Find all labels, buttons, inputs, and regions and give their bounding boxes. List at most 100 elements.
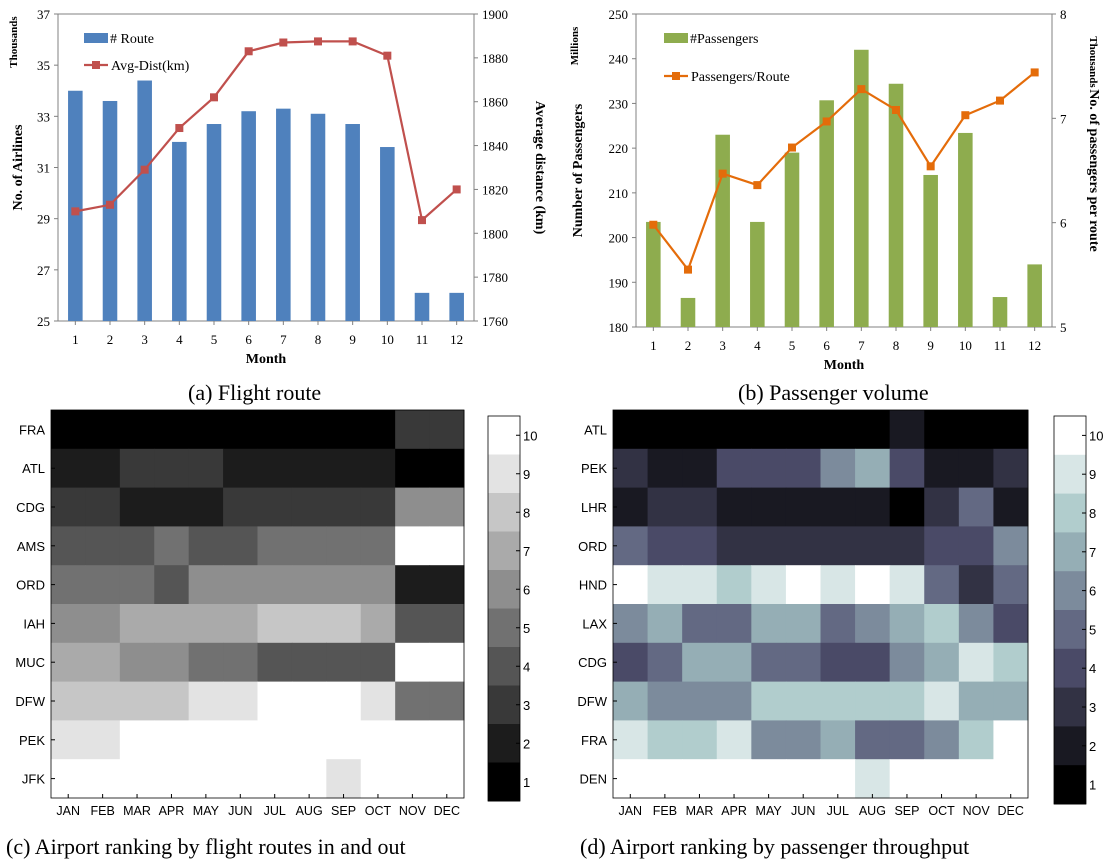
d-heat-cell	[785, 410, 821, 450]
b-y2tick-label: 6	[1060, 216, 1067, 231]
b-y2tick-label: 5	[1060, 320, 1067, 335]
d-heat-cell	[682, 448, 718, 489]
c-heat-cell	[188, 448, 224, 489]
d-heat-cell	[993, 487, 1029, 527]
a-xtick-label: 4	[176, 332, 183, 347]
c-heat-cell	[395, 487, 431, 527]
d-colorbar-label: 4	[1089, 661, 1096, 676]
d-col-label: MAR	[686, 804, 714, 818]
d-heat-cell	[751, 565, 787, 605]
d-heat-cell	[751, 681, 787, 721]
d-heat-cell	[958, 681, 994, 721]
a-xtick-label: 8	[315, 332, 322, 347]
d-heat-cell	[958, 642, 994, 683]
d-heat-cell	[993, 720, 1029, 760]
d-heat-cell	[647, 720, 683, 760]
d-row-label: CDG	[578, 655, 607, 670]
c-heat-cell	[51, 642, 86, 683]
c-heat-cell	[326, 565, 362, 605]
d-col-label: JAN	[618, 804, 642, 818]
d-col-label: JUN	[791, 804, 815, 818]
d-heat-cell	[855, 642, 891, 683]
c-heat-cell	[85, 410, 121, 450]
b-xtick-label: 4	[754, 338, 761, 353]
c-heat-cell	[360, 487, 396, 527]
d-heat-cell	[889, 448, 925, 489]
a-bar	[241, 111, 256, 321]
d-heat-cell	[958, 604, 994, 644]
a-line	[75, 40, 458, 223]
c-heat-cell	[51, 604, 86, 644]
caption-d: (d) Airport ranking by passenger through…	[580, 834, 970, 859]
d-row-label: FRA	[581, 733, 607, 748]
b-legend-line-label: Passengers/Route	[691, 70, 790, 85]
c-row-label: JFK	[22, 772, 45, 787]
d-heat-cell	[647, 448, 683, 489]
d-heat-cell	[820, 642, 856, 683]
d-heat-cell	[993, 410, 1029, 450]
c-colorbar-label: 10	[523, 428, 537, 443]
b-line-point	[822, 117, 831, 126]
d-heat-cell	[924, 487, 960, 527]
b-ytick-label: 210	[609, 186, 629, 201]
d-heat-cell	[716, 448, 752, 489]
c-heat-cell	[223, 448, 258, 489]
d-heat-cell	[682, 487, 718, 527]
b-ytick-label: 180	[609, 320, 629, 335]
c-heat-cell	[154, 410, 190, 450]
a-line-point	[140, 165, 149, 174]
c-heat-cell	[85, 526, 121, 566]
d-heat-cell	[889, 410, 925, 450]
a-line-point	[279, 38, 288, 47]
c-heat-cell	[51, 526, 86, 566]
c-heat-cell	[154, 720, 190, 760]
c-colorbar-label: 8	[523, 505, 530, 520]
d-heat-cell	[716, 604, 752, 644]
c-colorbar-segment	[488, 762, 520, 802]
d-col-label: APR	[721, 804, 747, 818]
d-heat-cell	[716, 487, 752, 527]
d-colorbar-segment	[1054, 726, 1086, 766]
heatmap-c-flight-routes: FRA ATL CDG AMS ORD IAH MUC DFW PEK JFK JAN FEB MAR A…	[15, 409, 537, 818]
b-legend-bar-swatch	[664, 33, 688, 43]
c-heat-cell	[188, 759, 224, 799]
c-heat-cell	[188, 642, 224, 683]
a-xlabel: Month	[246, 352, 287, 367]
a-y2tick-label: 1860	[482, 95, 508, 110]
b-line-point	[718, 169, 727, 178]
c-colorbar-segment	[488, 685, 520, 725]
c-heat-cell	[154, 526, 190, 566]
b-line-point	[892, 105, 900, 114]
c-heat-cell	[395, 565, 431, 605]
c-colorbar-label: 7	[523, 544, 530, 559]
c-heat-cell	[360, 681, 396, 721]
d-heat-cell	[855, 604, 891, 644]
d-colorbar-segment	[1054, 493, 1086, 533]
b-ytick-label: 200	[609, 231, 629, 246]
c-colorbar-label: 6	[523, 582, 530, 597]
d-heat-cell	[889, 642, 925, 683]
d-heat-cell	[855, 487, 891, 527]
d-col-label: JUL	[827, 804, 849, 818]
b-xtick-label: 11	[994, 338, 1007, 353]
d-colorbar-segment	[1054, 648, 1086, 689]
c-heat-cell	[429, 410, 465, 450]
d-heat-cell	[613, 720, 649, 760]
a-ylabel: No. of Airlines	[11, 124, 26, 210]
c-heat-cell	[360, 604, 396, 644]
a-bar	[449, 292, 464, 321]
c-colorbar-segment	[488, 608, 520, 648]
d-heat-cell	[785, 759, 821, 799]
d-heat-cell	[682, 720, 718, 760]
d-heat-cell	[924, 410, 960, 450]
d-heat-cell	[820, 681, 856, 721]
c-heat-cell	[188, 681, 224, 721]
d-heat-frame	[612, 409, 1029, 799]
d-colorbar-segment	[1054, 532, 1086, 572]
d-colorbar-segment	[1054, 687, 1086, 727]
a-legend-line-marker	[92, 61, 100, 69]
a-line-point	[383, 51, 392, 60]
a-y2tick-label: 1820	[482, 182, 508, 197]
d-heat-cell	[613, 642, 649, 683]
